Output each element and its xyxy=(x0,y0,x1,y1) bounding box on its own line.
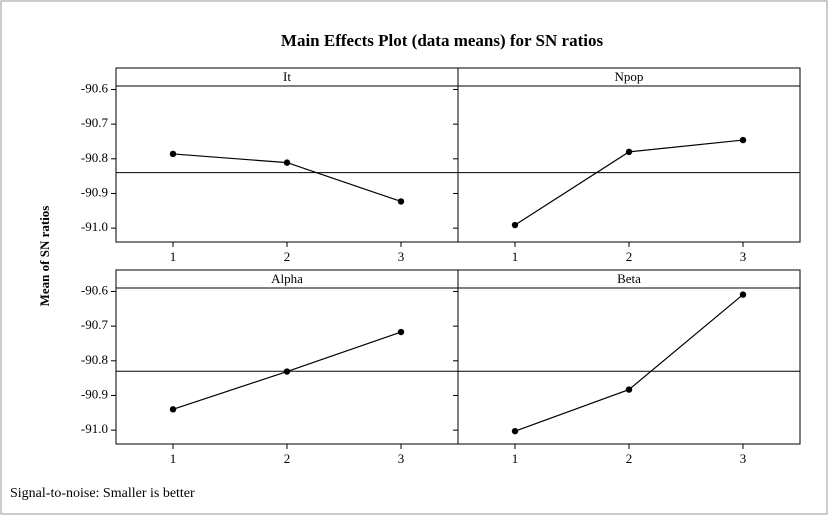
x-tick-label: 2 xyxy=(626,249,633,264)
y-tick-label: -90.7 xyxy=(81,317,109,332)
chart-title: Main Effects Plot (data means) for SN ra… xyxy=(281,31,604,50)
x-tick-label: 3 xyxy=(398,249,405,264)
panel-title: Alpha xyxy=(271,271,303,286)
x-tick-label: 2 xyxy=(284,249,291,264)
y-axis-label: Mean of SN ratios xyxy=(37,206,52,307)
data-point xyxy=(511,427,519,435)
x-tick-label: 2 xyxy=(284,451,291,466)
x-tick-label: 3 xyxy=(740,451,747,466)
x-tick-label: 3 xyxy=(740,249,747,264)
data-point xyxy=(739,291,747,298)
x-tick-label: 1 xyxy=(170,249,177,264)
panel-title: It xyxy=(283,69,291,84)
data-point xyxy=(625,148,633,156)
footnote: Signal-to-noise: Smaller is better xyxy=(10,486,195,501)
panel-title: Npop xyxy=(615,69,644,84)
y-tick-label: -91.0 xyxy=(81,421,108,436)
data-point xyxy=(511,221,519,229)
data-point xyxy=(397,328,405,336)
y-tick-label: -90.9 xyxy=(81,184,108,199)
y-tick-label: -90.8 xyxy=(81,352,108,367)
data-point xyxy=(397,198,405,205)
data-point xyxy=(283,159,291,166)
x-tick-label: 2 xyxy=(626,451,633,466)
panel-title: Beta xyxy=(617,271,641,286)
y-tick-label: -90.8 xyxy=(81,150,108,165)
y-tick-label: -90.7 xyxy=(81,115,109,130)
y-tick-label: -90.9 xyxy=(81,386,108,401)
data-point xyxy=(739,136,747,144)
data-point xyxy=(169,406,177,413)
y-tick-label: -91.0 xyxy=(81,219,108,234)
y-tick-label: -90.6 xyxy=(81,282,109,297)
x-tick-label: 1 xyxy=(170,451,177,466)
data-point xyxy=(169,150,177,158)
data-point xyxy=(625,386,633,393)
y-tick-label: -90.6 xyxy=(81,80,109,95)
x-tick-label: 1 xyxy=(512,249,519,264)
x-tick-label: 1 xyxy=(512,451,519,466)
x-tick-label: 3 xyxy=(398,451,405,466)
data-point xyxy=(283,368,291,375)
